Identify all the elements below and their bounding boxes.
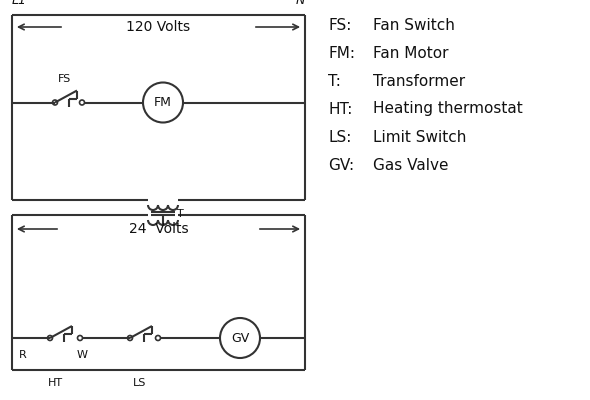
Text: FS:: FS: [328, 18, 352, 32]
Text: W: W [77, 350, 87, 360]
Text: Fan Switch: Fan Switch [373, 18, 455, 32]
Text: Gas Valve: Gas Valve [373, 158, 448, 172]
Text: HT: HT [47, 378, 63, 388]
Text: T:: T: [328, 74, 341, 88]
Text: N: N [296, 0, 305, 7]
Text: FM: FM [154, 96, 172, 109]
Text: Limit Switch: Limit Switch [373, 130, 466, 144]
Text: FS: FS [58, 74, 71, 84]
Text: FM:: FM: [328, 46, 355, 60]
Text: HT:: HT: [328, 102, 352, 116]
Text: Heating thermostat: Heating thermostat [373, 102, 523, 116]
Text: T: T [177, 209, 183, 219]
Text: Transformer: Transformer [373, 74, 465, 88]
Text: R: R [19, 350, 27, 360]
Text: Fan Motor: Fan Motor [373, 46, 448, 60]
Text: GV:: GV: [328, 158, 354, 172]
Text: 120 Volts: 120 Volts [126, 20, 191, 34]
Text: LS:: LS: [328, 130, 352, 144]
Text: LS: LS [133, 378, 147, 388]
Text: GV: GV [231, 332, 249, 344]
Text: L1: L1 [12, 0, 27, 7]
Text: 24  Volts: 24 Volts [129, 222, 188, 236]
